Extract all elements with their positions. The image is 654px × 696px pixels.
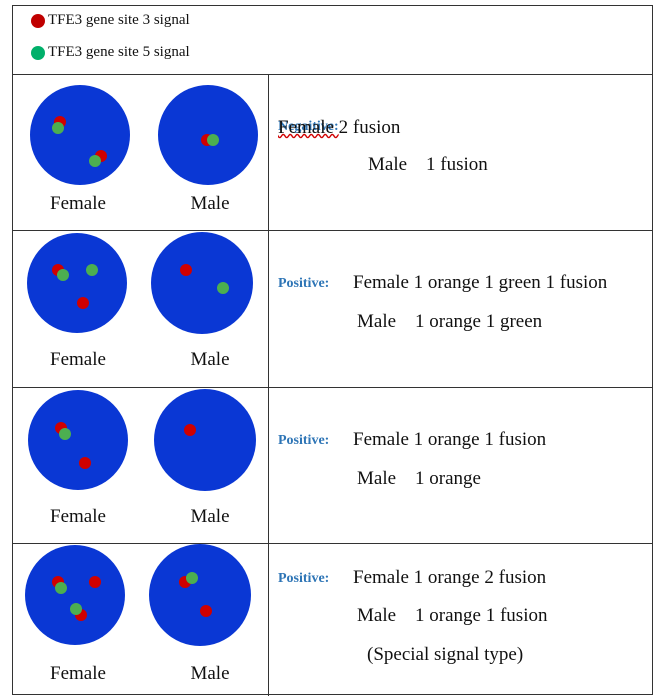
cell-label: Male (190, 194, 229, 213)
legend-label: TFE3 gene site 5 signal (48, 45, 190, 60)
cell-label: Female (50, 507, 106, 526)
signal-green (217, 282, 229, 294)
result-line: Female 2 fusion (278, 118, 400, 137)
signal-green (57, 269, 69, 281)
signal-red (180, 264, 192, 276)
status-label: Positive: (278, 277, 329, 291)
signal-green (207, 134, 219, 146)
cell-nucleus (149, 544, 251, 646)
result-line: Female 1 orange 2 fusion (353, 568, 546, 587)
cell-label: Male (190, 350, 229, 369)
cell-nucleus (151, 232, 253, 334)
signal-red (89, 576, 101, 588)
legend-dot (31, 46, 45, 60)
result-line: (Special signal type) (367, 645, 523, 664)
signal-red (184, 424, 196, 436)
signal-red (77, 297, 89, 309)
cell-nucleus (25, 545, 125, 645)
result-line: Male 1 orange (357, 469, 481, 488)
cell-nucleus (30, 85, 130, 185)
result-line: Male 1 orange 1 green (357, 312, 542, 331)
signal-green (55, 582, 67, 594)
result-line: Female 1 orange 1 fusion (353, 430, 546, 449)
cell-label: Female (50, 664, 106, 683)
result-line: Male 1 orange 1 fusion (357, 606, 547, 625)
cell-label: Male (190, 664, 229, 683)
signal-green (89, 155, 101, 167)
signal-green (70, 603, 82, 615)
signal-green (59, 428, 71, 440)
result-line: Female 1 orange 1 green 1 fusion (353, 273, 607, 292)
cell-label: Male (190, 507, 229, 526)
diagram-art (0, 0, 654, 696)
cell-nucleus (28, 390, 128, 490)
status-label: Positive: (278, 434, 329, 448)
signal-red (79, 457, 91, 469)
cell-label: Female (50, 350, 106, 369)
page: TFE3 gene site 3 signal TFE3 gene site 5 … (0, 0, 654, 696)
legend-dot (31, 14, 45, 28)
signal-red (200, 605, 212, 617)
signal-green (86, 264, 98, 276)
result-line: Male 1 fusion (368, 155, 488, 174)
legend-label: TFE3 gene site 3 signal (48, 13, 190, 28)
cell-nucleus (27, 233, 127, 333)
signal-green (52, 122, 64, 134)
cell-nucleus (154, 389, 256, 491)
signal-green (186, 572, 198, 584)
status-label: Positive: (278, 572, 329, 586)
cell-label: Female (50, 194, 106, 213)
